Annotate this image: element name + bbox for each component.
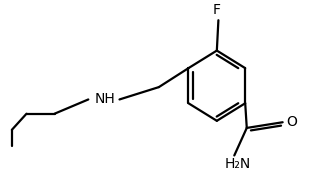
- Text: NH: NH: [95, 93, 116, 106]
- Text: O: O: [286, 115, 297, 129]
- Text: H₂N: H₂N: [225, 157, 251, 171]
- Text: F: F: [213, 3, 221, 17]
